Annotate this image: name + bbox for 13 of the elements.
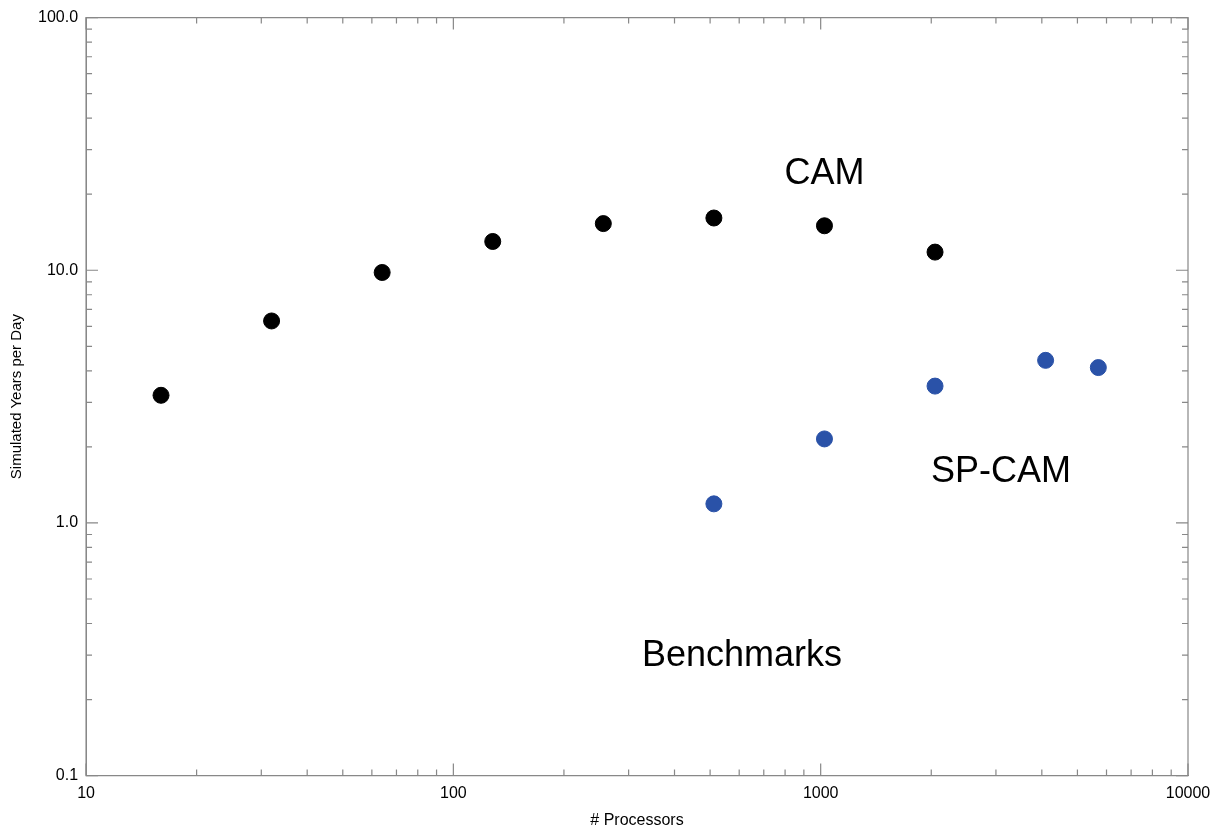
x-tick-label: 1000 xyxy=(802,783,839,801)
y-tick-label: 10.0 xyxy=(46,260,79,278)
y-tick-label: 1.0 xyxy=(55,513,79,531)
y-tick-label: 0.1 xyxy=(55,766,79,784)
x-tick-label: 10000 xyxy=(1165,783,1211,801)
annotation: Benchmarks xyxy=(641,632,843,674)
x-tick-label: 100 xyxy=(440,783,467,801)
series-label: SP-CAM xyxy=(931,449,1072,491)
x-tick-label: 10 xyxy=(77,783,96,801)
y-axis-title: Simulated Years per Day xyxy=(7,313,25,480)
series-label: CAM xyxy=(784,150,865,192)
x-axis-title: # Processors xyxy=(590,810,684,828)
y-tick-label: 100.0 xyxy=(37,8,79,26)
